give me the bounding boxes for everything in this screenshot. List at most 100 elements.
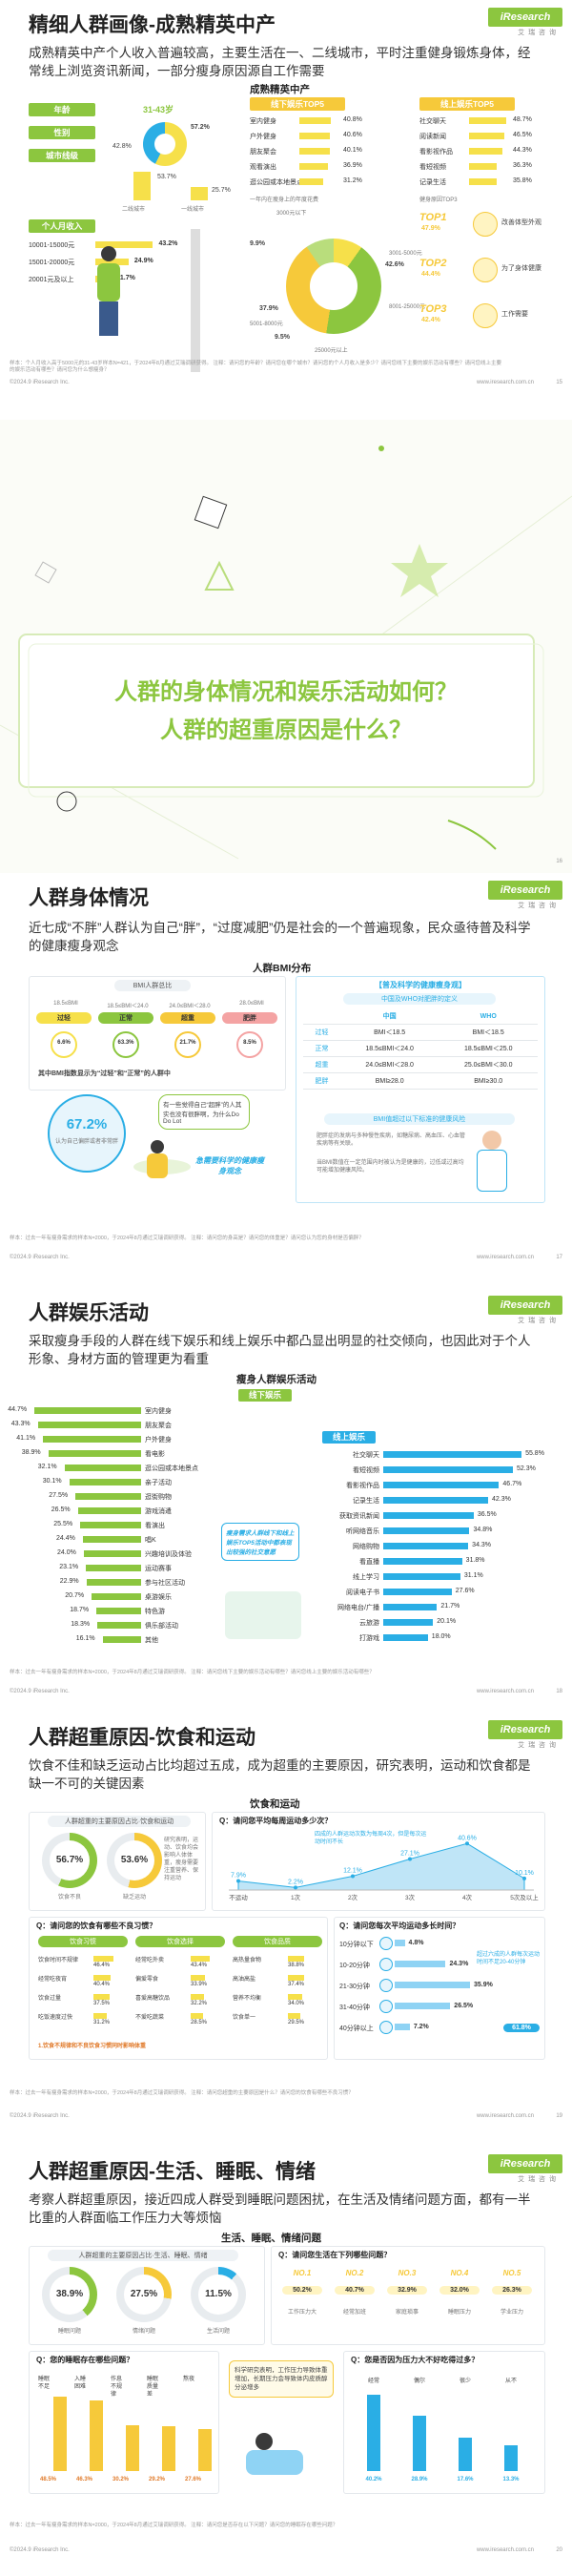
sleep-value: 46.3%	[76, 2477, 93, 2483]
sleep-label: 入睡困难	[74, 2377, 87, 2390]
bmi-circle	[174, 1031, 201, 1058]
offline-label: 桌游娱乐	[145, 1594, 172, 1601]
city-label-1: 二线城市	[122, 207, 146, 213]
slide-mature-elite: 精细人群画像-成熟精英中产 iResearch 艾 瑞 咨 询 成熟精英中产个人…	[0, 0, 572, 420]
social-bubble: 瘦身需求人群线下和线上娱乐TOP5活动中都表现出较强的社交意愿	[221, 1523, 299, 1561]
offline-value: 43.3%	[10, 1421, 31, 1427]
bmi-pct: 21.7%	[179, 1040, 196, 1046]
diet-value: 32.2%	[191, 2001, 208, 2006]
logo-subtitle: 艾 瑞 咨 询	[518, 2176, 557, 2183]
gender-pie-hole	[154, 134, 175, 155]
diet-bar	[93, 1994, 110, 2000]
slide-life-sleep-mood: 人群超重原因-生活、睡眠、情绪 iResearch 艾 瑞 咨 询 考察人群超重…	[0, 2147, 572, 2576]
self-note: 其中BMI指数显示为“过轻”和“正常”的人群中	[38, 1070, 171, 1077]
footnote: 样本：过去一年有瘦身需求的样本N=2000，于2024年8月通过艾瑞调研获得。 …	[10, 1670, 375, 1675]
clock-icon	[379, 1979, 393, 1992]
donut-label: 情绪问题	[132, 2329, 155, 2335]
reason-icon	[473, 258, 498, 282]
table-head-empty	[303, 1008, 340, 1025]
diet-bar	[288, 2013, 301, 2019]
donut-diet-value: 56.7%	[55, 1855, 84, 1865]
life-rank: NO.2	[345, 2269, 364, 2277]
time-value: 4.8%	[408, 1940, 424, 1946]
site-url: www.iresearch.com.cn	[476, 380, 534, 385]
sleep-label: 熬夜	[183, 2377, 195, 2382]
slide-title: 人群超重原因-饮食和运动	[29, 1727, 255, 1749]
online-label: 打游戏	[359, 1635, 379, 1642]
spend-label-4: 8001-25000元	[389, 304, 426, 310]
offline-label: 室内健身	[145, 1408, 172, 1415]
online-value: 44.3%	[513, 147, 532, 154]
diet-bar	[191, 1956, 210, 1962]
offline-value: 38.9%	[21, 1449, 41, 1456]
online-value: 34.3%	[472, 1542, 492, 1548]
table-cell: 18.5≤BMI＜25.0	[439, 1040, 538, 1057]
diet-label: 高热量食物	[233, 1958, 262, 1963]
gender-pct-2: 42.8%	[112, 143, 132, 150]
page-number: 17	[556, 1255, 562, 1260]
diet-tag-choice: 饮食选择	[135, 1936, 225, 1947]
top-rank: TOP3	[419, 303, 447, 315]
diet-bar	[288, 1975, 304, 1981]
diet-bar	[93, 1975, 112, 1981]
online-bar	[383, 1589, 452, 1595]
clock-icon	[379, 2021, 393, 2034]
offline-bar	[86, 1579, 141, 1586]
sleep-note: 科学研究表明，工作压力导致体重增加，长期压力会导致体内皮质醇分泌增多	[229, 2360, 334, 2398]
clock-icon	[379, 2000, 393, 2013]
table-cell: 24.0≤BMI＜28.0	[339, 1056, 439, 1073]
time-bar	[395, 2003, 451, 2009]
age-value: 31-43岁	[143, 105, 174, 114]
online-label: 线上学习	[353, 1574, 379, 1581]
offline-label: 游戏消遣	[145, 1508, 172, 1515]
footnote: 样本：过去一年有瘦身需求的样本N=2000，于2024年8月通过艾瑞调研获得。 …	[10, 1236, 364, 1241]
table-cell: 肥胖	[303, 1072, 340, 1090]
offline-label: 特色游	[145, 1609, 165, 1615]
std-title: 中国及WHO对肥胖的定义	[343, 993, 496, 1005]
offline-value: 40.1%	[343, 147, 362, 154]
sleep-value: 48.5%	[40, 2477, 57, 2483]
mood-value: 17.6%	[457, 2477, 474, 2483]
risk-body: 肥胖症的发病与多种慢性疾病，如糖尿病、高血压、心血管疾病等有关联。	[317, 1133, 466, 1147]
offline-tag: 线下娱乐	[238, 1389, 292, 1402]
time-label: 31-40分钟	[339, 2005, 370, 2011]
diet-value: 29.5%	[288, 2020, 305, 2025]
offline-value: 18.7%	[70, 1607, 90, 1613]
reason-icon	[473, 212, 498, 237]
tag-age: 年龄	[29, 103, 95, 116]
site-url: www.iresearch.com.cn	[476, 1255, 534, 1260]
donut-label: 生活问题	[206, 2329, 230, 2335]
spend-value-3: 37.9%	[259, 305, 278, 312]
online-value: 20.1%	[437, 1618, 457, 1625]
mood-value: 13.3%	[502, 2477, 520, 2483]
diet-value: 40.4%	[93, 1982, 111, 1987]
slide-body-condition: 人群身体情况 iResearch 艾 瑞 咨 询 近七成“不胖”人群认为自己“胖…	[0, 873, 572, 1288]
mood-label: 很少	[459, 2379, 471, 2384]
sleep-label: 睡眠不足	[38, 2377, 51, 2390]
chart-caption: 成熟精英中产	[250, 84, 310, 95]
online-value: 34.8%	[473, 1527, 493, 1533]
weekly-x-label: 4次	[462, 1893, 473, 1901]
offline-top5-tag: 线下娱乐TOP5	[250, 97, 345, 111]
diet-value: 31.2%	[93, 2020, 111, 2025]
risk-title: BMI值超过以下标准的健康风险	[324, 1113, 515, 1125]
online-value: 31.1%	[463, 1572, 483, 1579]
slide-lead: 饮食不佳和缺乏运动占比均超过五成，成为超重的主要原因，研究表明，运动和饮食都是缺…	[29, 1758, 531, 1791]
tag-gender: 性别	[29, 126, 95, 139]
self-pct: 67.2%	[66, 1116, 108, 1132]
offline-value: 40.6%	[343, 132, 362, 138]
online-value: 35.8%	[513, 177, 532, 184]
online-value: 21.7%	[440, 1603, 460, 1610]
site-url: www.iresearch.com.cn	[476, 2547, 534, 2553]
diet-question: Q：请问您的饮食有哪些不良习惯？	[36, 1922, 157, 1930]
sleep-value: 29.2%	[149, 2477, 166, 2483]
person-head	[101, 246, 116, 261]
weekly-point	[351, 1874, 355, 1879]
online-bar	[383, 1634, 428, 1641]
table-row: 肥胖 BMI≥28.0 BMI≥30.0	[303, 1072, 538, 1090]
life-value: 32.9%	[387, 2286, 427, 2295]
online-label: 社交聊天	[419, 118, 446, 125]
site-url: www.iresearch.com.cn	[476, 2113, 534, 2119]
diet-bar	[191, 1975, 206, 1981]
diet-value: 33.9%	[191, 1982, 208, 1987]
